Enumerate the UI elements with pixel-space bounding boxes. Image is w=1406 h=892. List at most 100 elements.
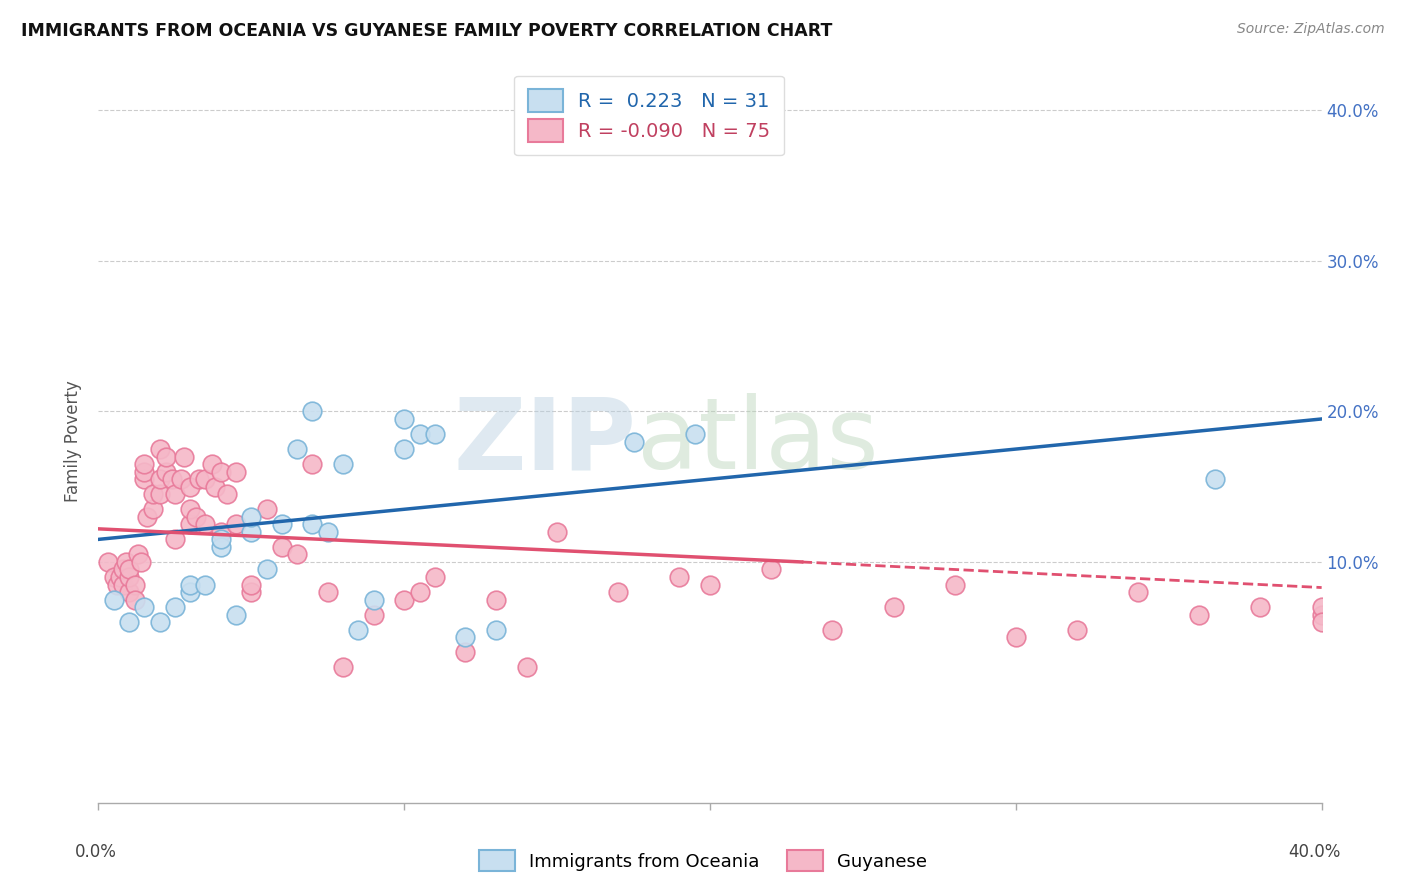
Text: atlas: atlas	[637, 393, 879, 490]
Point	[115, 555, 138, 569]
Point	[194, 577, 217, 591]
Point	[170, 472, 193, 486]
Point	[240, 585, 263, 599]
Point	[454, 630, 477, 644]
Point	[546, 524, 568, 539]
Point	[155, 465, 177, 479]
Legend: Immigrants from Oceania, Guyanese: Immigrants from Oceania, Guyanese	[471, 843, 935, 879]
Point	[943, 577, 966, 591]
Point	[1249, 600, 1271, 615]
Point	[149, 487, 172, 501]
Text: 40.0%: 40.0%	[1288, 843, 1341, 861]
Point	[134, 465, 156, 479]
Point	[108, 570, 131, 584]
Point	[118, 585, 141, 599]
Point	[256, 502, 278, 516]
Text: Source: ZipAtlas.com: Source: ZipAtlas.com	[1237, 22, 1385, 37]
Point	[194, 472, 217, 486]
Point	[1066, 623, 1088, 637]
Point	[454, 645, 477, 659]
Point	[316, 524, 339, 539]
Point	[111, 577, 134, 591]
Point	[423, 570, 446, 584]
Point	[423, 427, 446, 442]
Point	[215, 487, 238, 501]
Point	[1204, 472, 1226, 486]
Point	[163, 533, 186, 547]
Point	[225, 607, 247, 622]
Text: ZIP: ZIP	[454, 393, 637, 490]
Point	[668, 570, 690, 584]
Point	[142, 502, 165, 516]
Point	[163, 487, 186, 501]
Point	[408, 585, 430, 599]
Y-axis label: Family Poverty: Family Poverty	[65, 381, 83, 502]
Point	[204, 480, 226, 494]
Point	[392, 412, 416, 426]
Point	[127, 548, 149, 562]
Point	[134, 457, 156, 471]
Point	[155, 450, 177, 464]
Point	[163, 600, 186, 615]
Point	[209, 533, 232, 547]
Point	[118, 615, 141, 630]
Point	[160, 472, 183, 486]
Point	[485, 592, 508, 607]
Point	[270, 540, 292, 554]
Point	[759, 562, 782, 576]
Point	[240, 524, 263, 539]
Point	[103, 570, 125, 584]
Point	[179, 585, 201, 599]
Point	[347, 623, 370, 637]
Text: IMMIGRANTS FROM OCEANIA VS GUYANESE FAMILY POVERTY CORRELATION CHART: IMMIGRANTS FROM OCEANIA VS GUYANESE FAMI…	[21, 22, 832, 40]
Point	[129, 555, 152, 569]
Point	[225, 465, 247, 479]
Point	[240, 577, 263, 591]
Point	[408, 427, 430, 442]
Point	[516, 660, 538, 674]
Point	[821, 623, 844, 637]
Point	[392, 592, 416, 607]
Point	[316, 585, 339, 599]
Point	[149, 615, 172, 630]
Point	[136, 509, 159, 524]
Point	[240, 509, 263, 524]
Point	[103, 592, 125, 607]
Point	[142, 487, 165, 501]
Point	[200, 457, 222, 471]
Point	[301, 457, 323, 471]
Point	[332, 660, 354, 674]
Point	[1310, 600, 1333, 615]
Point	[699, 577, 721, 591]
Point	[225, 517, 247, 532]
Point	[363, 607, 385, 622]
Point	[179, 480, 201, 494]
Point	[118, 570, 141, 584]
Point	[111, 562, 134, 576]
Point	[1004, 630, 1026, 644]
Point	[188, 472, 211, 486]
Point	[883, 600, 905, 615]
Point	[270, 517, 292, 532]
Point	[301, 517, 323, 532]
Point	[134, 600, 156, 615]
Text: 0.0%: 0.0%	[75, 843, 117, 861]
Point	[194, 517, 217, 532]
Point	[363, 592, 385, 607]
Point	[118, 562, 141, 576]
Legend: R =  0.223   N = 31, R = -0.090   N = 75: R = 0.223 N = 31, R = -0.090 N = 75	[515, 76, 783, 155]
Point	[124, 592, 146, 607]
Point	[1188, 607, 1211, 622]
Point	[209, 540, 232, 554]
Point	[105, 577, 128, 591]
Point	[1310, 607, 1333, 622]
Point	[179, 577, 201, 591]
Point	[97, 555, 120, 569]
Point	[179, 502, 201, 516]
Point	[179, 517, 201, 532]
Point	[392, 442, 416, 456]
Point	[173, 450, 195, 464]
Point	[285, 442, 308, 456]
Point	[485, 623, 508, 637]
Point	[285, 548, 308, 562]
